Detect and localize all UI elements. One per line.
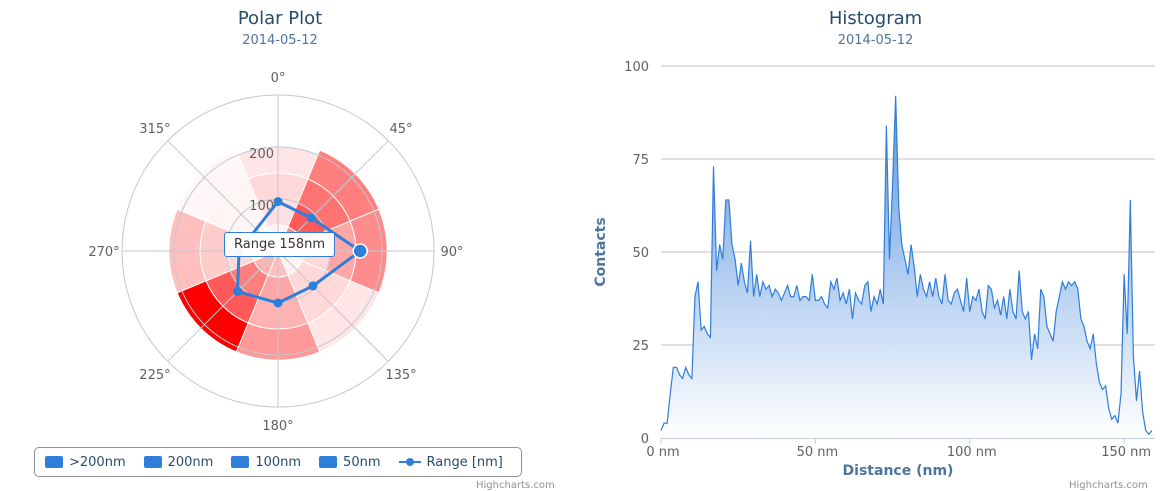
- y-tick-label: 0: [641, 432, 649, 447]
- legend-symbol: [398, 456, 421, 468]
- angle-tick-label: 315°: [139, 122, 170, 137]
- legend-label: 100nm: [255, 454, 302, 470]
- legend-label: 50nm: [343, 454, 381, 470]
- angle-tick-label: 180°: [262, 419, 293, 434]
- histogram-credits[interactable]: Highcharts.com: [1069, 480, 1148, 491]
- legend-item[interactable]: 50nm: [319, 454, 381, 470]
- angle-tick-label: 270°: [88, 245, 119, 260]
- y-tick-label: 75: [632, 153, 649, 168]
- angle-tick-label: 135°: [385, 368, 416, 383]
- angle-tick-label: 45°: [390, 122, 413, 137]
- legend-item[interactable]: Range [nm]: [398, 454, 503, 470]
- range-series-line: [236, 200, 362, 305]
- histogram-panel: Histogram 2014-05-12 0 25 50 75 100 0 nm 50 nm…: [575, 0, 1176, 491]
- legend-symbol: [231, 456, 250, 468]
- polar-subtitle: 2014-05-12: [242, 33, 318, 48]
- y-tick-label: 25: [632, 339, 649, 354]
- range-point[interactable]: [273, 197, 283, 207]
- range-point[interactable]: [306, 213, 316, 223]
- polar-spoke: [167, 250, 279, 362]
- legend-label: Range [nm]: [426, 454, 503, 470]
- angle-tick-label: 90°: [440, 245, 463, 260]
- y-tick-label: 50: [632, 246, 649, 261]
- range-point[interactable]: [233, 286, 243, 296]
- polar-legend: >200nm 200nm 100nm 50nm Range [nm]: [34, 447, 522, 477]
- polar-spoke: [277, 250, 389, 362]
- y-axis-title: Contacts: [593, 217, 609, 286]
- legend-item[interactable]: 200nm: [143, 454, 214, 470]
- angle-tick-label: 225°: [139, 368, 170, 383]
- legend-symbol: [143, 456, 162, 468]
- legend-label: 200nm: [167, 454, 214, 470]
- polar-sector[interactable]: [176, 149, 249, 222]
- radial-tick-label: 100: [249, 199, 274, 214]
- radial-tick-label: 200: [249, 147, 274, 162]
- polar-credits[interactable]: Highcharts.com: [476, 480, 555, 491]
- x-tick-label: 100 nm: [947, 445, 997, 460]
- angle-tick-label: 0°: [271, 71, 286, 86]
- legend-item[interactable]: >200nm: [45, 455, 126, 470]
- legend-label: >200nm: [69, 454, 126, 470]
- polar-title: Polar Plot: [237, 8, 323, 29]
- histogram-title: Histogram: [828, 8, 923, 29]
- x-axis-title: Distance (nm): [843, 463, 954, 479]
- y-tick-label: 100: [624, 60, 649, 75]
- x-tick-label: 0 nm: [646, 445, 679, 460]
- legend-symbol: [319, 456, 338, 468]
- legend-symbol: [45, 456, 63, 468]
- polar-chart-panel: Polar Plot 2014-05-12 0° 45° 90° 135° 180° 22…: [0, 0, 560, 491]
- range-tooltip: Range 158nm: [224, 232, 336, 257]
- histogram-subtitle: 2014-05-12: [837, 33, 914, 48]
- range-point[interactable]: [273, 298, 283, 308]
- histogram-line: [660, 95, 1153, 436]
- x-tick-label: 150 nm: [1101, 445, 1151, 460]
- range-point[interactable]: [352, 243, 368, 259]
- x-tick-label: 50 nm: [797, 445, 839, 460]
- histogram-plot: 0 25 50 75 100 0 nm 50 nm 100 nm 150 nm Distance …: [593, 60, 1155, 479]
- legend-item[interactable]: 100nm: [231, 455, 301, 470]
- range-point[interactable]: [308, 281, 318, 291]
